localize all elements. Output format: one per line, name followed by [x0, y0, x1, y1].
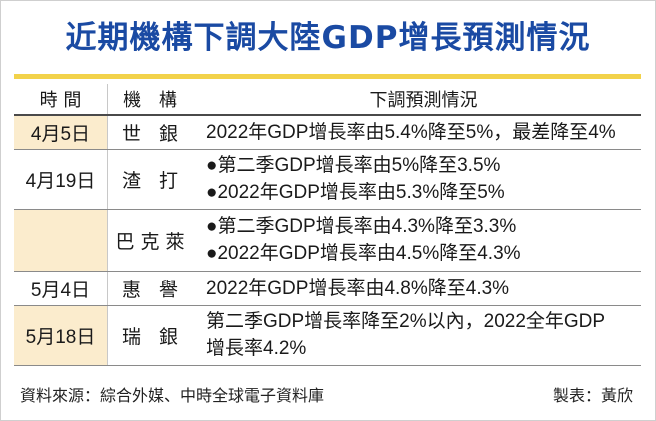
- row-desc-line: 增長率4.2%: [206, 338, 307, 359]
- row-desc-line: ●2022年GDP增長率由4.5%降至4.3%: [206, 243, 521, 264]
- row-time: 4月19日: [14, 149, 108, 210]
- table-row: 4月5日 世 銀 2022年GDP增長率由5.4%降至5%，最差降至4%: [14, 115, 641, 150]
- row-desc-line: ●2022年GDP增長率由5.3%降至5%: [206, 182, 505, 203]
- row-desc: ●第二季GDP增長率由5%降至3.5% ●2022年GDP增長率由5.3%降至5…: [198, 149, 641, 210]
- row-desc-line: ●第二季GDP增長率由5%降至3.5%: [206, 155, 501, 176]
- row-desc-line: ●第二季GDP增長率由4.3%降至3.3%: [206, 216, 517, 237]
- row-org: 渣 打: [107, 149, 198, 210]
- row-org: 世 銀: [107, 115, 198, 150]
- header-time: 時 間: [14, 84, 108, 116]
- row-desc-line: 2022年GDP增長率由4.8%降至4.3%: [206, 277, 510, 299]
- row-desc-line: 2022年GDP增長率由5.4%降至5%，最差降至4%: [206, 121, 616, 143]
- forecast-table: 時 間 機 構 下調預測情況 4月5日 世 銀 2022年GDP增長率由5.4%…: [14, 84, 641, 366]
- maker-credit: 製表：黃欣: [552, 386, 633, 405]
- page-title: 近期機構下調大陸GDP增長預測情況: [65, 20, 591, 56]
- row-desc: 第二季GDP增長率降至2%以內，2022全年GDP 增長率4.2%: [198, 305, 641, 366]
- source-note: 資料來源：綜合外媒、中時全球電子資料庫: [20, 386, 325, 405]
- header-desc: 下調預測情況: [198, 84, 641, 116]
- table-row: 巴克萊 ●第二季GDP增長率由4.3%降至3.3% ●2022年GDP增長率由4…: [14, 209, 641, 272]
- table-row: 5月18日 瑞 銀 第二季GDP增長率降至2%以內，2022全年GDP 增長率4…: [14, 305, 641, 366]
- row-desc: ●第二季GDP增長率由4.3%降至3.3% ●2022年GDP增長率由4.5%降…: [198, 209, 641, 272]
- row-org: 惠 譽: [107, 271, 198, 306]
- title-divider: [14, 74, 641, 79]
- row-desc: 2022年GDP增長率由4.8%降至4.3%: [198, 271, 641, 306]
- table-header-row: 時 間 機 構 下調預測情況: [14, 84, 641, 116]
- row-desc-line: 第二季GDP增長率降至2%以內，2022全年GDP: [206, 311, 606, 332]
- row-time: 5月18日: [14, 305, 108, 366]
- table-row: 5月4日 惠 譽 2022年GDP增長率由4.8%降至4.3%: [14, 271, 641, 306]
- row-time: 5月4日: [14, 271, 108, 306]
- row-org: 巴克萊: [107, 209, 198, 272]
- row-org: 瑞 銀: [107, 305, 198, 366]
- row-desc: 2022年GDP增長率由5.4%降至5%，最差降至4%: [198, 115, 641, 150]
- header-org: 機 構: [107, 84, 198, 116]
- table-row: 4月19日 渣 打 ●第二季GDP增長率由5%降至3.5% ●2022年GDP增…: [14, 149, 641, 210]
- row-time: 4月5日: [14, 115, 108, 150]
- row-time: [14, 209, 108, 272]
